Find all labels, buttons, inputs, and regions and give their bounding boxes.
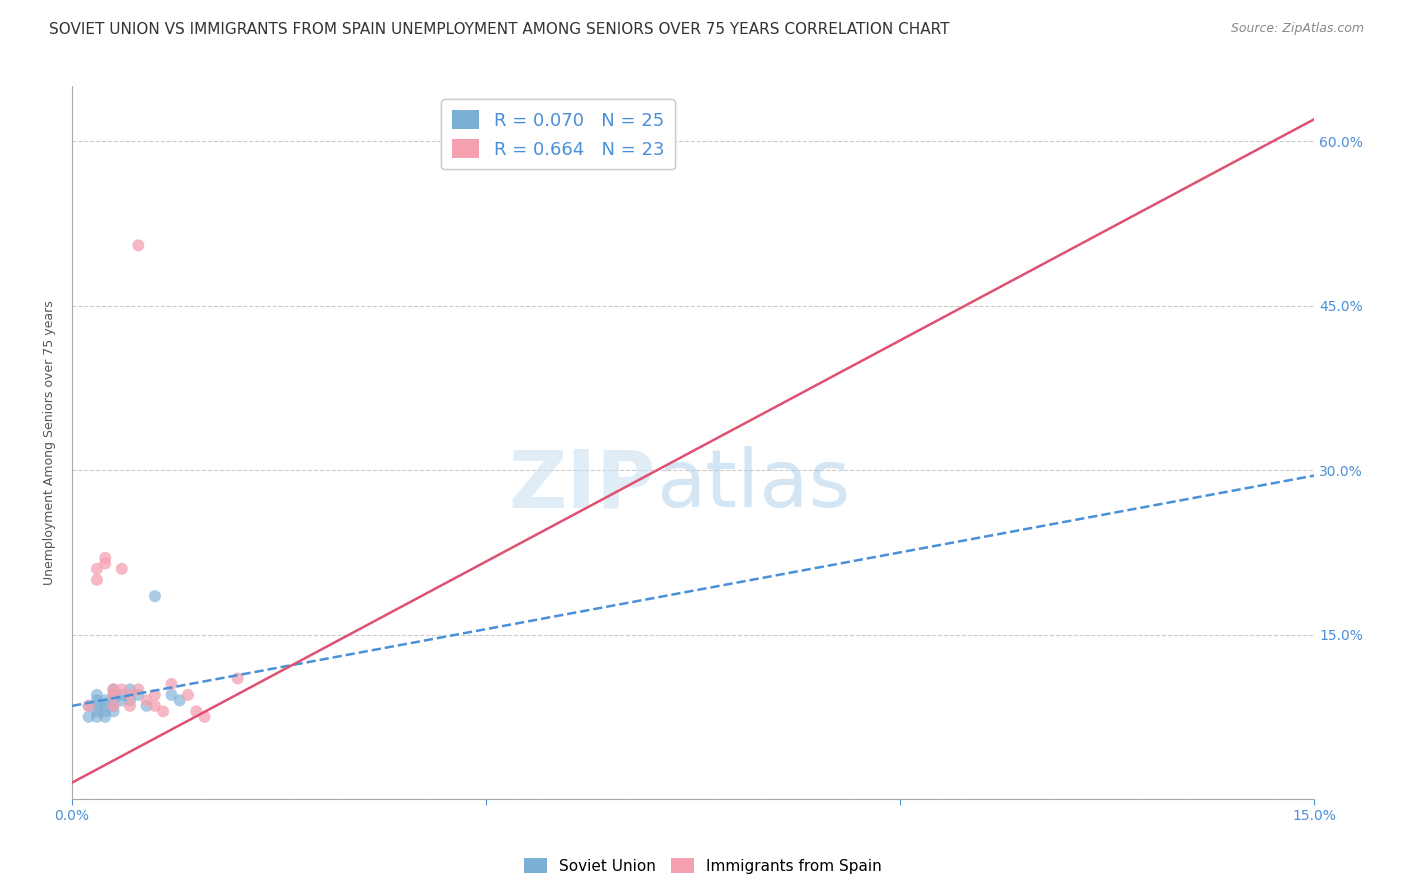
Point — [103, 693, 125, 707]
Point — [86, 688, 108, 702]
Point — [103, 682, 125, 697]
Point — [177, 688, 200, 702]
Point — [118, 693, 141, 707]
Point — [103, 682, 125, 697]
Point — [111, 688, 134, 702]
Point — [135, 698, 157, 713]
Point — [103, 688, 125, 702]
Point — [94, 698, 117, 713]
Point — [86, 693, 108, 707]
Y-axis label: Unemployment Among Seniors over 75 years: Unemployment Among Seniors over 75 years — [44, 301, 56, 585]
Point — [111, 693, 134, 707]
Point — [118, 688, 141, 702]
Point — [103, 698, 125, 713]
Point — [103, 688, 125, 702]
Point — [77, 698, 100, 713]
Point — [118, 682, 141, 697]
Point — [86, 704, 108, 718]
Point — [94, 704, 117, 718]
Point — [143, 688, 166, 702]
Legend: Soviet Union, Immigrants from Spain: Soviet Union, Immigrants from Spain — [517, 852, 889, 880]
Point — [86, 562, 108, 576]
Point — [143, 589, 166, 603]
Point — [94, 710, 117, 724]
Text: atlas: atlas — [655, 447, 851, 524]
Point — [77, 710, 100, 724]
Point — [94, 693, 117, 707]
Point — [226, 672, 249, 686]
Point — [118, 698, 141, 713]
Point — [127, 238, 149, 252]
Point — [143, 698, 166, 713]
Point — [86, 698, 108, 713]
Point — [127, 688, 149, 702]
Legend: R = 0.070   N = 25, R = 0.664   N = 23: R = 0.070 N = 25, R = 0.664 N = 23 — [441, 99, 675, 169]
Point — [94, 550, 117, 565]
Point — [86, 710, 108, 724]
Point — [152, 704, 174, 718]
Point — [135, 693, 157, 707]
Point — [194, 710, 217, 724]
Point — [169, 693, 191, 707]
Point — [94, 557, 117, 571]
Point — [77, 698, 100, 713]
Point — [103, 698, 125, 713]
Point — [86, 573, 108, 587]
Text: Source: ZipAtlas.com: Source: ZipAtlas.com — [1230, 22, 1364, 36]
Point — [160, 677, 183, 691]
Text: ZIP: ZIP — [509, 447, 655, 524]
Point — [111, 682, 134, 697]
Point — [127, 682, 149, 697]
Text: SOVIET UNION VS IMMIGRANTS FROM SPAIN UNEMPLOYMENT AMONG SENIORS OVER 75 YEARS C: SOVIET UNION VS IMMIGRANTS FROM SPAIN UN… — [49, 22, 949, 37]
Point — [160, 688, 183, 702]
Point — [186, 704, 208, 718]
Point — [103, 704, 125, 718]
Point — [111, 562, 134, 576]
